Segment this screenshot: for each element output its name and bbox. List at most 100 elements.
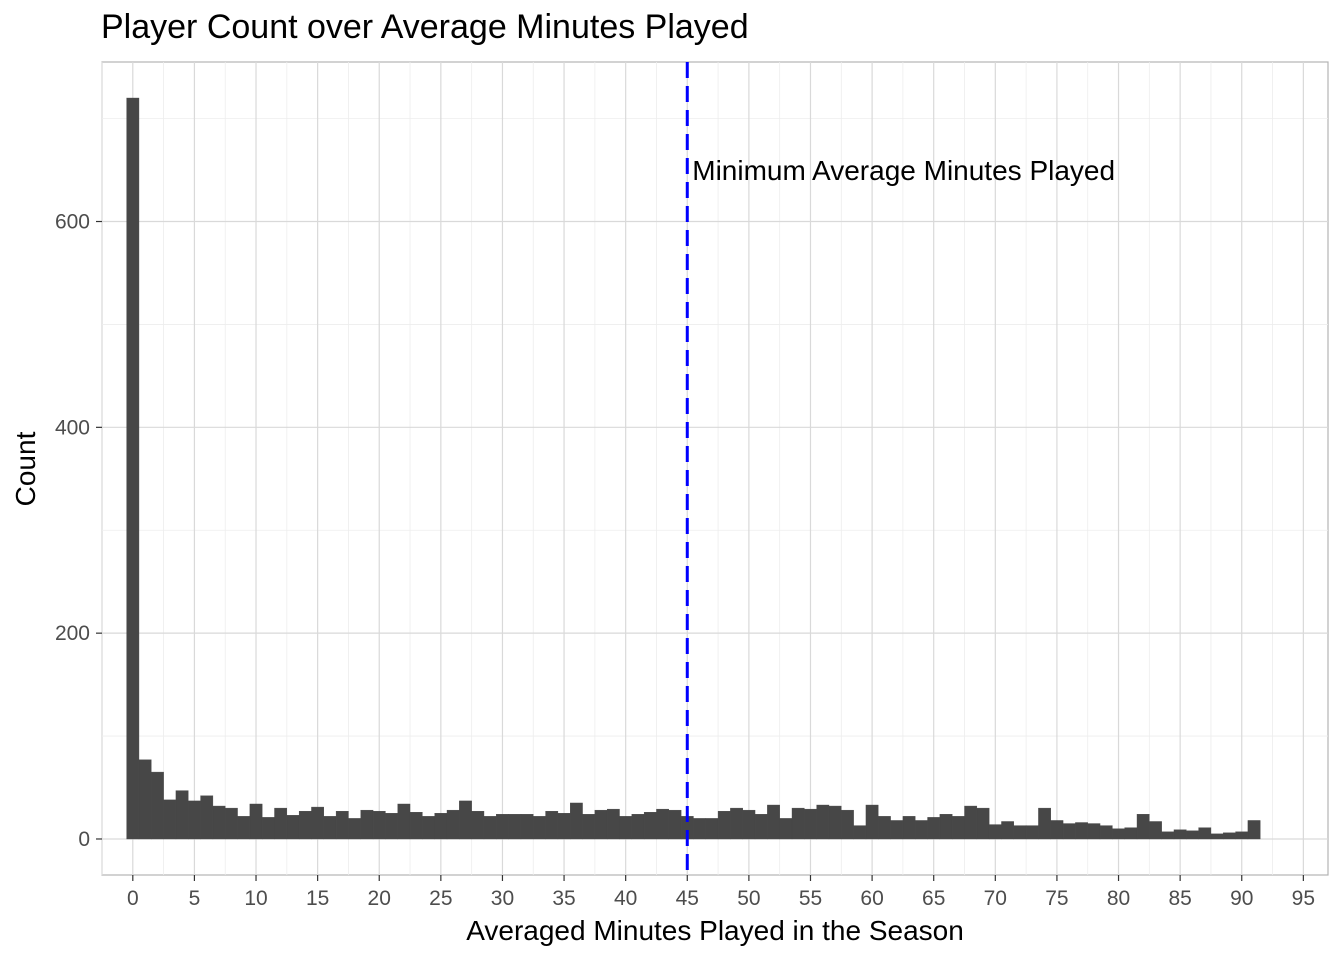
histogram-bar — [520, 814, 534, 840]
histogram-bar — [1025, 825, 1039, 840]
histogram-bar — [188, 800, 201, 840]
x-tick-label: 50 — [737, 887, 760, 910]
histogram-bar — [163, 799, 177, 840]
histogram-bar — [693, 818, 706, 840]
histogram-bar — [422, 816, 435, 840]
histogram-bar — [557, 813, 571, 840]
histogram-bar — [434, 813, 448, 840]
histogram-bar — [976, 807, 990, 840]
histogram-bar — [1062, 823, 1076, 840]
histogram-bar — [1075, 822, 1088, 840]
histogram-bar — [348, 818, 361, 840]
histogram-bar — [606, 808, 620, 840]
minor-gridlines — [101, 62, 1328, 875]
histogram-bar — [1186, 830, 1199, 840]
histogram-bar — [1001, 821, 1014, 840]
x-tick-label: 80 — [1107, 887, 1130, 910]
y-axis-title: Count — [10, 431, 41, 506]
histogram-bar — [878, 816, 891, 840]
histogram-bar — [631, 814, 645, 840]
histogram-bar — [1198, 827, 1212, 840]
histogram-bar — [828, 805, 842, 840]
histogram-bar — [915, 820, 928, 840]
histogram-bar — [237, 816, 251, 840]
histogram-bar — [594, 809, 608, 840]
histogram-bar — [397, 803, 411, 840]
chart-title: Player Count over Average Minutes Played — [101, 8, 749, 46]
histogram-bar — [274, 807, 288, 840]
x-tick-label: 60 — [860, 887, 883, 910]
histogram-bar — [619, 816, 633, 840]
histogram-bar — [1038, 807, 1051, 840]
histogram-bar — [138, 759, 152, 840]
histogram-bar — [865, 804, 879, 840]
histogram-bar — [175, 790, 189, 840]
histogram-bar — [1247, 820, 1261, 840]
x-tick-label: 85 — [1168, 887, 1191, 910]
histogram-bar — [1210, 833, 1224, 840]
histogram-bar — [779, 818, 793, 840]
histogram-bar — [804, 808, 817, 840]
histogram-bar — [853, 825, 867, 840]
histogram-bar — [1161, 831, 1175, 840]
histogram-bar — [286, 815, 300, 840]
histogram-bar — [742, 809, 756, 840]
x-axis-ticks: 0 5 10 15 20 25 30 35 40 45 50 55 60 65 70 75 80 85 90 95 — [127, 875, 1315, 910]
plot-panel-border — [101, 61, 1329, 876]
histogram-bar — [841, 809, 854, 840]
histogram-bar — [656, 808, 669, 840]
histogram-bar — [902, 816, 916, 840]
histogram-bar — [496, 814, 509, 840]
histogram-bar — [1235, 831, 1249, 840]
histogram-bar — [385, 813, 398, 840]
histogram-bar — [508, 814, 522, 840]
histogram-bar — [151, 771, 164, 840]
y-tick-label: 400 — [55, 416, 90, 439]
x-tick-label: 20 — [368, 887, 391, 910]
x-tick-label: 70 — [984, 887, 1007, 910]
histogram-bar — [643, 812, 657, 840]
x-tick-label: 25 — [429, 887, 452, 910]
histogram-bars — [126, 97, 1261, 840]
histogram-bar — [1173, 829, 1187, 840]
histogram-bar — [1124, 827, 1138, 840]
x-tick-label: 95 — [1292, 887, 1315, 910]
histogram-bar — [1112, 828, 1125, 840]
histogram-bar — [964, 805, 978, 840]
histogram-bar — [298, 810, 312, 840]
histogram-bar — [1050, 820, 1064, 840]
reference-line-group: Minimum Average Minutes Played — [685, 62, 1115, 875]
histogram-bar — [372, 810, 386, 840]
x-tick-label: 0 — [127, 887, 139, 910]
histogram-bar — [668, 809, 682, 840]
x-tick-label: 5 — [189, 887, 201, 910]
histogram-bar — [483, 816, 497, 840]
y-tick-label: 200 — [55, 622, 90, 645]
histogram-bar — [717, 810, 731, 840]
histogram-bar — [767, 804, 780, 840]
histogram-bar — [705, 818, 719, 840]
x-tick-label: 10 — [244, 887, 267, 910]
y-tick-label: 0 — [78, 828, 90, 851]
histogram-bar — [459, 800, 472, 840]
histogram-bar — [730, 807, 743, 840]
histogram-bar — [582, 814, 596, 840]
histogram-bar — [939, 814, 953, 840]
histogram-bar — [126, 97, 140, 840]
histogram-bar — [225, 807, 238, 840]
y-axis-ticks: 0 200 400 600 — [55, 211, 102, 851]
histogram-bar — [570, 802, 583, 840]
histogram-bar — [311, 806, 324, 840]
histogram-bar — [471, 810, 485, 840]
histogram-bar — [951, 816, 965, 840]
x-tick-label: 40 — [614, 887, 637, 910]
histogram-bar — [533, 816, 546, 840]
x-tick-label: 15 — [306, 887, 329, 910]
x-tick-label: 75 — [1045, 887, 1068, 910]
histogram-bar — [1136, 814, 1150, 840]
histogram-bar — [360, 809, 374, 840]
histogram-bar — [335, 810, 349, 840]
histogram-bar — [988, 824, 1002, 840]
histogram-bar — [249, 803, 263, 840]
